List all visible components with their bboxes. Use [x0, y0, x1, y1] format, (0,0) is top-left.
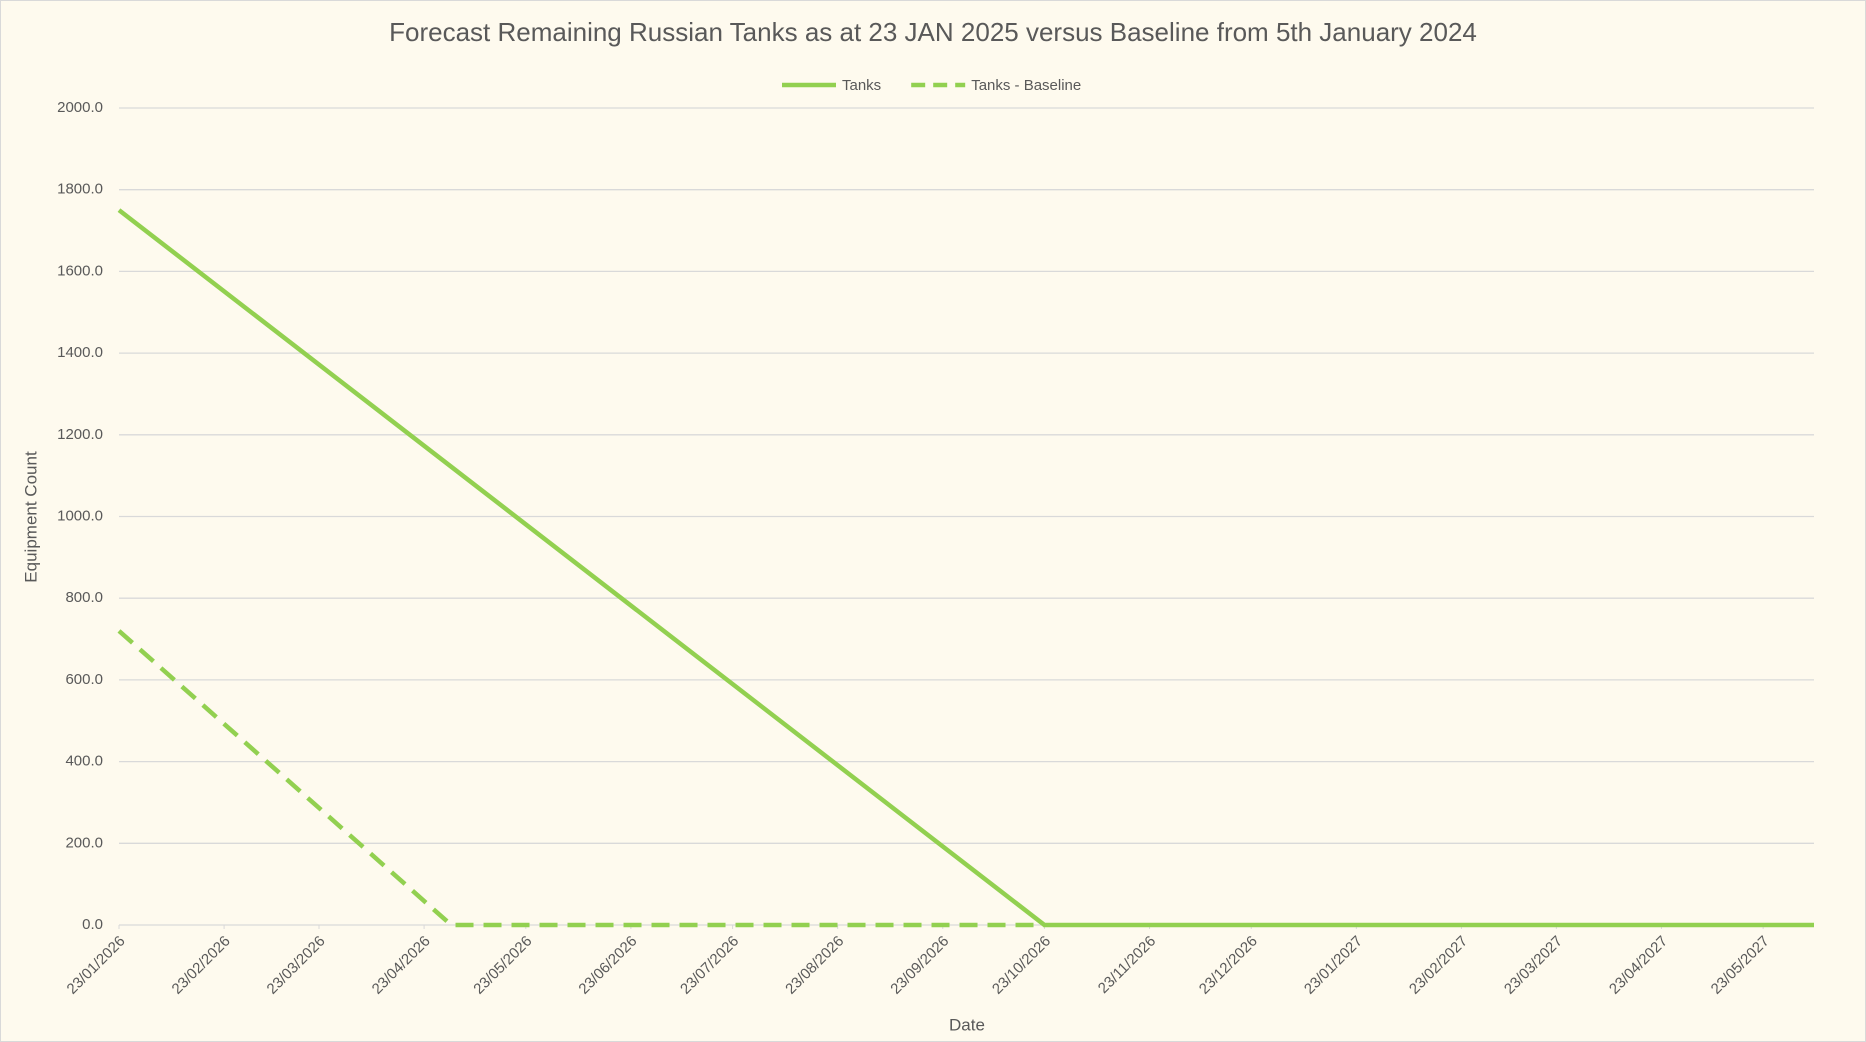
legend-label: Tanks — [842, 77, 881, 94]
y-tick-label: 800.0 — [65, 589, 103, 606]
chart-title: Forecast Remaining Russian Tanks as at 2… — [389, 17, 1477, 47]
x-axis-title: Date — [949, 1015, 985, 1034]
y-tick-label: 1400.0 — [57, 344, 103, 361]
y-tick-label: 400.0 — [65, 753, 103, 770]
y-tick-label: 1600.0 — [57, 262, 103, 279]
y-tick-label: 1000.0 — [57, 507, 103, 524]
line-series — [117, 629, 1045, 928]
legend-label: Tanks - Baseline — [971, 77, 1081, 94]
y-tick-label: 0.0 — [82, 916, 103, 933]
y-axis-title: Equipment Count — [21, 451, 40, 583]
y-tick-label: 1200.0 — [57, 426, 103, 443]
y-tick-label: 600.0 — [65, 671, 103, 688]
y-tick-label: 200.0 — [65, 834, 103, 851]
y-tick-label: 2000.0 — [57, 99, 103, 116]
y-tick-label: 1800.0 — [57, 181, 103, 198]
